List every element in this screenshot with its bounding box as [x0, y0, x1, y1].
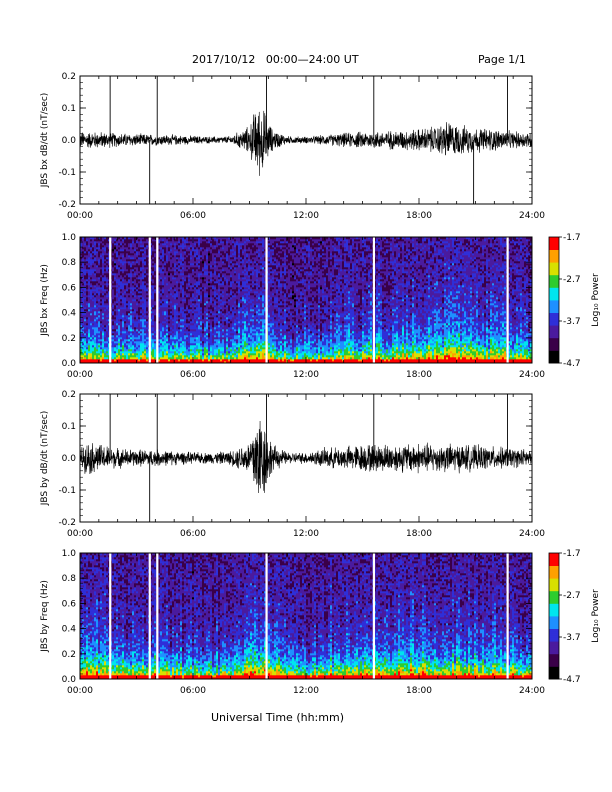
- y-tick-label: -0.2: [58, 518, 76, 528]
- data-gap: [373, 553, 375, 679]
- y-tick-label: 0.8: [62, 258, 77, 268]
- y-tick-label: 0.2: [62, 334, 76, 344]
- x-tick-label: 00:00: [67, 211, 93, 221]
- y-axis-label: JBS bx Freq (Hz): [40, 264, 50, 337]
- y-axis-label: JBS by dB/dt (nT/sec): [40, 411, 50, 507]
- spectrogram-cells: [80, 237, 532, 363]
- y-axis-label: JBS by Freq (Hz): [40, 580, 50, 653]
- x-tick-label: 24:00: [519, 211, 545, 221]
- waveform-panel-2: -0.2 -0.1 0.0 0.1 0.2 JBS by dB/dt (nT/sec) 00…: [40, 390, 545, 539]
- x-tick-label: 06:00: [180, 370, 206, 380]
- colorbar-tick-label: -1.7: [563, 233, 581, 243]
- colorbar: -1.7 -2.7 -3.7 -4.7 Log₁₀ Power: [549, 549, 601, 685]
- y-tick-label: 0.0: [62, 136, 77, 146]
- data-gap: [156, 237, 158, 363]
- y-axis-label: JBS bx dB/dt (nT/sec): [40, 93, 50, 189]
- x-tick-label: 06:00: [180, 211, 206, 221]
- y-tick-label: 0.2: [62, 390, 76, 400]
- y-tick-label: 0.1: [62, 104, 76, 114]
- colorbar-label: Log₁₀ Power: [591, 589, 601, 643]
- data-gap: [265, 237, 267, 363]
- x-tick-label: 12:00: [293, 211, 319, 221]
- data-gap: [373, 237, 375, 363]
- x-tick-label: 18:00: [406, 211, 432, 221]
- x-tick-label: 18:00: [406, 370, 432, 380]
- x-tick-label: 24:00: [519, 686, 545, 696]
- x-axis-label: Universal Time (hh:mm): [211, 711, 344, 724]
- y-tick-label: 0.2: [62, 72, 76, 82]
- data-gap: [149, 553, 151, 679]
- x-tick-label: 24:00: [519, 370, 545, 380]
- y-tick-label: -0.1: [58, 168, 76, 178]
- y-tick-label: 0.1: [62, 422, 76, 432]
- y-tick-label: 0.8: [62, 574, 77, 584]
- data-gap: [507, 553, 509, 679]
- data-gap: [265, 553, 267, 679]
- y-tick-label: 0.4: [62, 309, 77, 319]
- colorbar-label: Log₁₀ Power: [591, 273, 601, 327]
- colorbar-tick-label: -2.7: [563, 591, 581, 601]
- colorbar-tick-label: -3.7: [563, 317, 581, 327]
- x-tick-label: 00:00: [67, 686, 93, 696]
- x-tick-label: 00:00: [67, 529, 93, 539]
- data-gap: [507, 237, 509, 363]
- waveform-trace: [80, 421, 532, 493]
- data-gap: [109, 553, 111, 679]
- y-tick-label: 0.2: [62, 650, 76, 660]
- x-tick-label: 06:00: [180, 686, 206, 696]
- spectrogram-cells: [80, 553, 532, 679]
- x-tick-label: 12:00: [293, 686, 319, 696]
- data-gap: [109, 237, 111, 363]
- figure-svg: -0.2 -0.1 0.0 0.1 0.2 JBS bx dB/dt (nT/sec) 00…: [0, 0, 612, 792]
- colorbar-tick-label: -4.7: [563, 359, 581, 369]
- data-gap: [156, 553, 158, 679]
- spectrogram-panel-3: 0.0 0.2 0.4 0.6 0.8 1.0 JBS by Freq (Hz) 00:00 0…: [40, 549, 601, 696]
- colorbar-tick-label: -3.7: [563, 633, 581, 643]
- data-gap: [149, 237, 151, 363]
- y-tick-label: 1.0: [62, 549, 77, 559]
- y-tick-label: -0.1: [58, 486, 76, 496]
- y-tick-label: 0.0: [62, 359, 77, 369]
- colorbar-tick-label: -2.7: [563, 275, 581, 285]
- x-tick-label: 12:00: [293, 529, 319, 539]
- x-tick-label: 06:00: [180, 529, 206, 539]
- y-tick-label: -0.2: [58, 200, 76, 210]
- colorbar-tick-label: -1.7: [563, 549, 581, 559]
- magnetometer-figure: 2017/10/12 00:00—24:00 UT Page 1/1 -0.2-…: [0, 0, 612, 792]
- colorbar: -1.7 -2.7 -3.7 -4.7 Log₁₀ Power: [549, 233, 601, 369]
- spectrogram-panel-1: 0.0 0.2 0.4 0.6 0.8 1.0 JBS bx Freq (Hz) 00:00 0…: [40, 233, 601, 380]
- x-tick-label: 12:00: [293, 370, 319, 380]
- x-tick-label: 18:00: [406, 686, 432, 696]
- y-tick-label: 0.4: [62, 625, 77, 635]
- x-tick-label: 00:00: [67, 370, 93, 380]
- colorbar-tick-label: -4.7: [563, 675, 581, 685]
- y-tick-label: 0.0: [62, 675, 77, 685]
- waveform-trace: [80, 111, 532, 176]
- y-tick-label: 1.0: [62, 233, 77, 243]
- x-tick-label: 18:00: [406, 529, 432, 539]
- y-tick-label: 0.0: [62, 454, 77, 464]
- x-tick-label: 24:00: [519, 529, 545, 539]
- y-tick-label: 0.6: [62, 599, 77, 609]
- waveform-panel-0: -0.2 -0.1 0.0 0.1 0.2 JBS bx dB/dt (nT/sec) 00…: [40, 72, 545, 221]
- y-tick-label: 0.6: [62, 283, 77, 293]
